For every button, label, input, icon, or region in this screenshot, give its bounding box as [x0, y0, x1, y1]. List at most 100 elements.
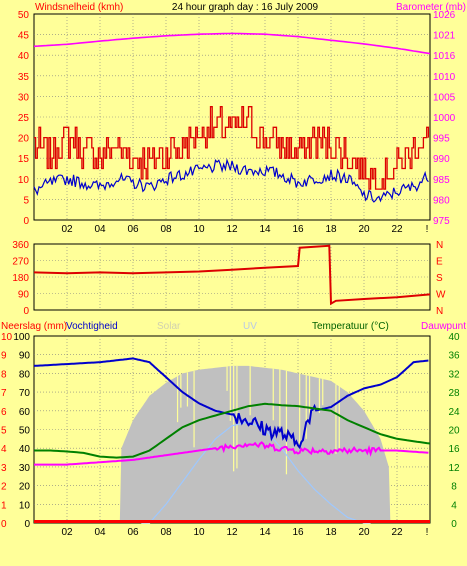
rain-y-tick-label: 7	[1, 388, 7, 399]
wind-y-tick-label: 0	[23, 216, 29, 227]
temperature-y-tick-label: 32	[448, 369, 460, 380]
wind-x-tick-label: 02	[61, 224, 73, 235]
wind-x-tick-label: 22	[391, 224, 403, 235]
humidity-y-tick-label: 20	[19, 482, 31, 493]
dewpoint-line	[34, 441, 429, 466]
barometer-y-tick-label: 975	[433, 216, 450, 227]
direction-compass-label: W	[436, 290, 446, 301]
barometer-y-tick-label: 1010	[433, 72, 456, 83]
humidity-y-tick-label: 0	[24, 519, 30, 530]
rain-y-tick-label: 2	[1, 482, 7, 493]
wind-barometer-panel: 0 5 10 15 20 25 30 35 40 45 50 975 980 985 990 995 1000 1…	[18, 10, 456, 235]
rain-y-tick-label: 3	[1, 463, 7, 474]
temperature-y-tick-label: 16	[448, 444, 460, 455]
wind-y-tick-label: 30	[18, 92, 30, 103]
wind-x-tick-label: 10	[193, 224, 205, 235]
climate-x-tick-label: 16	[292, 527, 304, 538]
wind-x-tick-label: 12	[226, 224, 238, 235]
wind-x-tick-label: !	[426, 224, 429, 235]
wind-y-tick-label: 40	[18, 51, 30, 62]
wind-x-tick-label: 14	[259, 224, 271, 235]
wind-x-tick-label: 20	[358, 224, 370, 235]
humidity-y-tick-label: 40	[19, 444, 31, 455]
climate-x-tick-label: 02	[61, 527, 73, 538]
temperature-y-tick-label: 20	[448, 426, 460, 437]
solar-label: Solar	[157, 321, 181, 332]
humidity-y-tick-label: 30	[19, 463, 31, 474]
solar-area	[34, 365, 430, 523]
uv-label: UV	[243, 321, 257, 332]
barometer-y-tick-label: 980	[433, 195, 450, 206]
direction-compass-label: E	[436, 257, 443, 268]
humidity-y-tick-label: 10	[19, 500, 31, 511]
rain-humidity-temperature-panel: 0123456789100102030405060708090100048121…	[1, 332, 460, 538]
rain-y-tick-label: 9	[1, 351, 7, 362]
uv-line	[141, 421, 371, 524]
direction-y-tick-label: 90	[18, 290, 30, 301]
barometer-y-tick-label: 1026	[433, 10, 456, 21]
wind-x-tick-label: 04	[94, 224, 106, 235]
temperature-y-tick-label: 36	[448, 351, 460, 362]
humidity-line	[33, 357, 429, 450]
wind-y-tick-label: 50	[18, 10, 30, 21]
wind-y-tick-label: 5	[23, 195, 29, 206]
temperature-y-tick-label: 40	[448, 332, 460, 343]
wind-gust-line	[34, 106, 430, 190]
barometer-y-tick-label: 985	[433, 175, 450, 186]
barometer-axis-label: Barometer (mb)	[396, 2, 466, 13]
barometer-y-tick-label: 1016	[433, 51, 456, 62]
temperature-y-tick-label: 24	[448, 407, 460, 418]
rain-y-tick-label: 8	[1, 369, 7, 380]
wind-direction-line	[33, 244, 431, 306]
humidity-y-tick-label: 80	[19, 369, 31, 380]
barometer-y-tick-label: 1021	[433, 31, 456, 42]
rain-y-tick-label: 6	[1, 407, 7, 418]
humidity-y-tick-label: 90	[19, 351, 31, 362]
temperature-line	[34, 402, 431, 459]
direction-y-tick-label: 180	[12, 273, 29, 284]
humidity-y-tick-label: 100	[13, 332, 30, 343]
temperature-axis-label: Temperatuur (°C)	[312, 321, 389, 332]
rain-y-tick-label: 4	[1, 444, 7, 455]
direction-y-tick-label: 270	[12, 257, 29, 268]
humidity-y-tick-label: 60	[19, 407, 31, 418]
direction-y-tick-label: 0	[23, 306, 29, 317]
direction-compass-label: N	[436, 240, 443, 251]
temperature-y-tick-label: 28	[448, 388, 460, 399]
wind-speed-line	[33, 158, 429, 203]
climate-x-tick-label: 04	[94, 527, 106, 538]
temperature-y-tick-label: 12	[448, 463, 460, 474]
wind-y-tick-label: 35	[18, 72, 30, 83]
barometer-y-tick-label: 1000	[433, 113, 456, 124]
barometer-y-tick-label: 995	[433, 134, 450, 145]
wind-x-tick-label: 06	[127, 224, 139, 235]
direction-compass-label: S	[436, 273, 443, 284]
climate-x-tick-label: 14	[259, 527, 271, 538]
wind-y-tick-label: 25	[18, 113, 30, 124]
rain-y-tick-label: 1	[1, 500, 7, 511]
wind-y-tick-label: 20	[18, 134, 30, 145]
climate-x-tick-label: !	[426, 527, 429, 538]
direction-compass-label: N	[436, 306, 443, 317]
humidity-y-tick-label: 50	[19, 426, 31, 437]
rain-y-tick-label: 5	[1, 426, 7, 437]
climate-x-tick-label: 18	[325, 527, 337, 538]
humidity-axis-label: Vochtigheid	[66, 321, 118, 332]
wind-axis-label: Windsnelheid (kmh)	[35, 2, 123, 13]
climate-x-tick-label: 10	[193, 527, 205, 538]
wind-y-tick-label: 45	[18, 31, 30, 42]
temperature-y-tick-label: 8	[451, 482, 457, 493]
direction-y-tick-label: 360	[12, 240, 29, 251]
climate-x-tick-label: 22	[391, 527, 403, 538]
climate-x-tick-label: 20	[358, 527, 370, 538]
rain-y-tick-label: 0	[1, 519, 7, 530]
humidity-y-tick-label: 70	[19, 388, 31, 399]
wind-x-tick-label: 08	[160, 224, 172, 235]
rain-axis-label: Neerslag (mm)	[1, 321, 67, 332]
barometer-y-tick-label: 990	[433, 154, 450, 165]
dewpoint-label: Dauwpunt	[421, 321, 466, 332]
temperature-y-tick-label: 0	[451, 519, 457, 530]
